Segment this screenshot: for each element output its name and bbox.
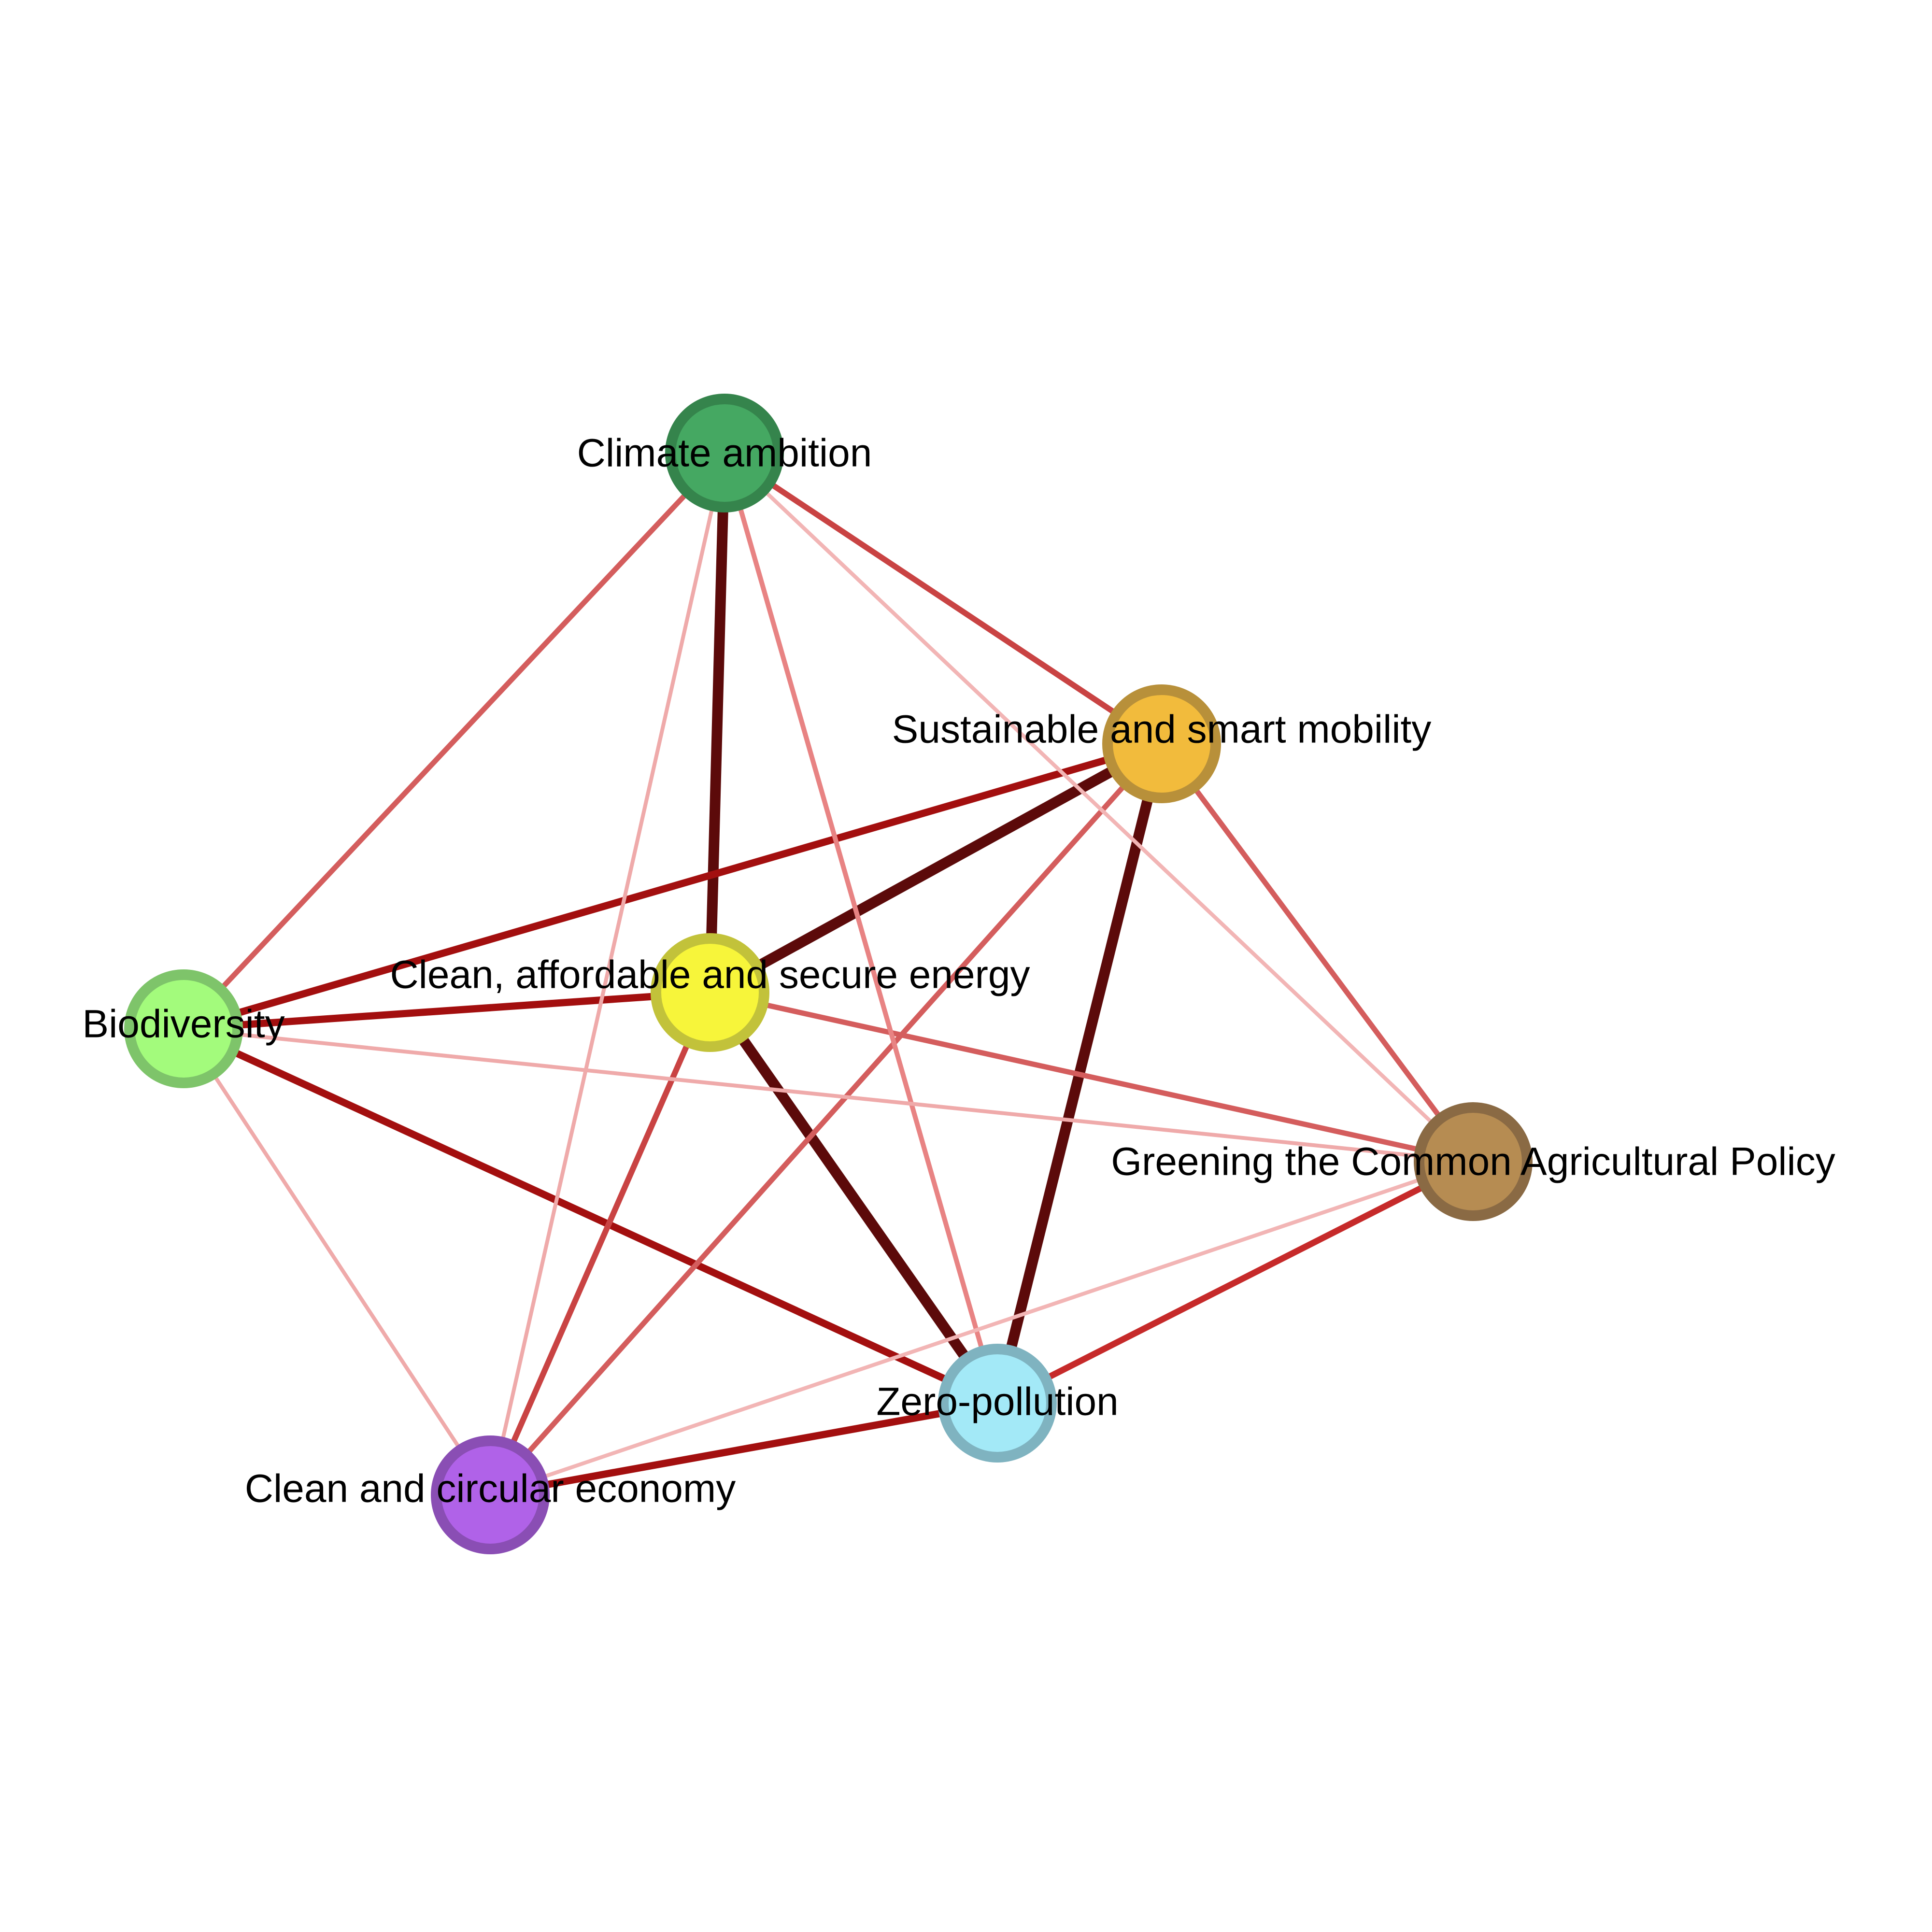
edge-circular-agri: [489, 1160, 1474, 1497]
edge-energy-mobility: [707, 739, 1165, 997]
node-label-energy: Clean, affordable and secure energy: [390, 953, 1030, 997]
edge-climate-energy: [705, 453, 730, 993]
node-label-circular: Clean and circular economy: [245, 1467, 736, 1511]
edge-zero-agri: [996, 1159, 1475, 1406]
edge-climate-circular: [488, 453, 726, 1495]
labels-layer: Climate ambition Sustainable and smart mo…: [82, 431, 1835, 1511]
edge-energy-agri: [709, 990, 1474, 1165]
node-label-mobility: Sustainable and smart mobility: [892, 708, 1432, 752]
edges-layer: [181, 451, 1476, 1499]
node-label-zero: Zero-pollution: [876, 1380, 1118, 1424]
node-label-climate: Climate ambition: [577, 431, 872, 475]
edge-biodiversity-mobility: [182, 740, 1163, 1033]
edge-climate-agri: [723, 452, 1475, 1163]
edge-circular-zero: [489, 1399, 998, 1499]
edge-energy-zero: [705, 989, 1002, 1406]
edge-energy-circular: [487, 991, 713, 1496]
edge-biodiversity-energy: [183, 989, 710, 1033]
edge-climate-zero: [722, 452, 1000, 1404]
edge-biodiversity-agri: [183, 1027, 1474, 1164]
node-energy[interactable]: [651, 933, 769, 1052]
edge-climate-biodiversity: [181, 451, 727, 1031]
node-climate[interactable]: [665, 394, 784, 512]
node-zero[interactable]: [938, 1344, 1057, 1463]
nodes-layer: [124, 394, 1533, 1554]
node-mobility[interactable]: [1102, 684, 1221, 803]
node-label-agri: Greening the Common Agricultural Policy: [1111, 1140, 1835, 1184]
node-agri[interactable]: [1414, 1102, 1533, 1221]
edge-mobility-agri: [1159, 742, 1476, 1164]
edge-biodiversity-circular: [182, 1027, 492, 1496]
node-biodiversity[interactable]: [124, 969, 243, 1088]
edge-climate-mobility: [723, 451, 1164, 746]
node-circular[interactable]: [431, 1435, 550, 1554]
node-label-biodiversity: Biodiversity: [82, 1002, 284, 1046]
edge-biodiversity-zero: [182, 1025, 999, 1406]
edge-mobility-circular: [488, 742, 1164, 1497]
